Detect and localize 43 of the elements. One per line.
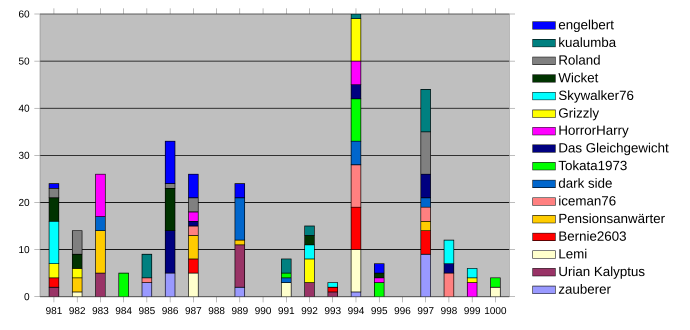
y-tick-label: 20: [18, 198, 30, 206]
x-tick-label: 995: [371, 307, 388, 314]
x-tick-label: 986: [162, 307, 178, 314]
x-tick-label: 990: [255, 307, 271, 314]
legend-label: iceman76: [559, 196, 616, 206]
x-tick-label: 983: [92, 307, 108, 314]
x-tick-label: 987: [185, 307, 202, 314]
x-tick-label: 985: [139, 307, 155, 314]
x-tick-label: 996: [394, 307, 410, 314]
legend-label: Pensionsanwärter: [559, 213, 665, 224]
legend-label: Lemi: [559, 248, 586, 258]
y-tick-label: 10: [19, 246, 30, 254]
legend-label: kualumba: [559, 37, 616, 48]
x-tick-label: 984: [116, 307, 132, 314]
legend-label: Urian Kalyptus: [559, 266, 645, 279]
legend-label: engelbert: [558, 20, 614, 32]
x-tick-label: 997: [418, 307, 434, 314]
legend-label: Das Gleichgewicht: [559, 142, 669, 156]
legend-label: Skywalker76: [558, 90, 634, 103]
x-tick-label: 998: [441, 307, 457, 314]
x-tick-label: 994: [348, 307, 364, 314]
y-tick-label: 0: [24, 293, 30, 300]
x-tick-label: 993: [324, 307, 341, 314]
x-tick-label: 991: [278, 307, 294, 314]
x-tick-label: 992: [302, 307, 318, 314]
legend-label: Bernie2603: [559, 231, 626, 241]
legend-label: dark side: [558, 178, 612, 188]
legend-label: HorrorHarry: [559, 126, 629, 138]
x-tick-label: 1000: [485, 307, 506, 314]
legend-label: Wicket: [558, 72, 598, 82]
y-tick-label: 50: [18, 58, 30, 65]
x-tick-label: 989: [232, 307, 248, 314]
legend-label: zauberer: [558, 284, 611, 294]
legend-label: Grizzly: [559, 108, 600, 120]
x-tick-label: 982: [69, 307, 86, 314]
x-tick-label: 981: [46, 307, 62, 314]
x-tick-label: 988: [208, 307, 224, 314]
y-tick-label: 60: [18, 10, 30, 18]
y-tick-label: 40: [18, 104, 30, 112]
legend-label: Roland: [559, 54, 600, 65]
legend-label: Tokata1973: [558, 160, 627, 170]
y-tick-label: 30: [18, 152, 30, 159]
x-tick-label: 999: [464, 307, 480, 314]
